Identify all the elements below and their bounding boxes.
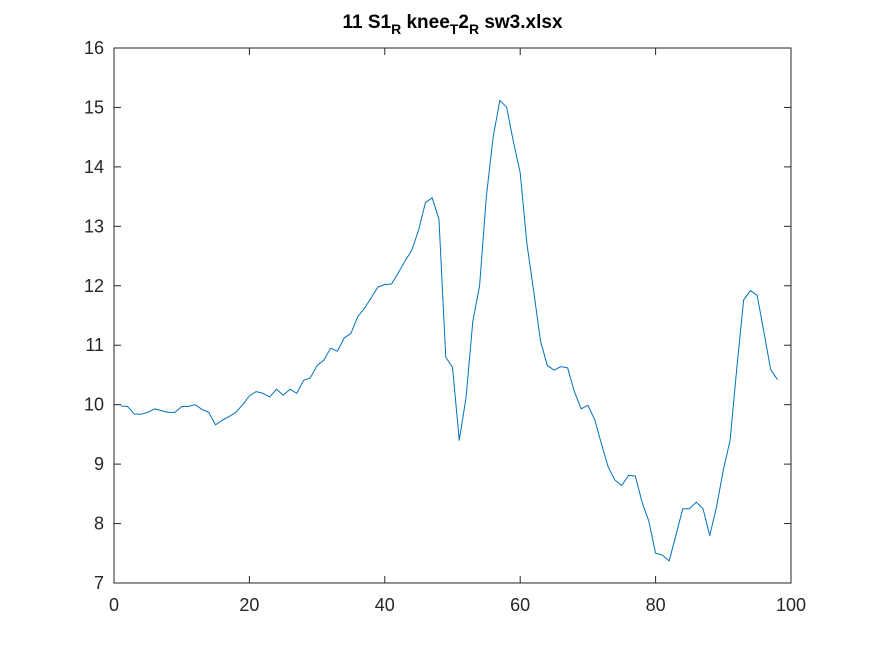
- series-layer: [120, 99, 778, 562]
- y-axis: 7 8 9 10 11 12 13 14 15 16: [84, 38, 791, 593]
- y-tick-label: 14: [84, 157, 104, 177]
- y-tick-label: 11: [85, 335, 104, 355]
- chart-title-part: knee: [401, 12, 450, 33]
- x-tick-label: 20: [239, 595, 259, 615]
- chart-title-part: sw3.xlsx: [479, 12, 563, 33]
- y-tick-label: 12: [84, 276, 104, 296]
- y-tick-label: 16: [84, 38, 104, 58]
- x-tick-label: 100: [776, 595, 806, 615]
- series-line-0: [120, 99, 778, 562]
- axes-box: [113, 47, 792, 584]
- x-tick-label: 80: [646, 595, 666, 615]
- chart-title-subscript: R: [391, 21, 401, 37]
- y-tick-label: 15: [84, 97, 104, 117]
- chart-title-part: 11 S1: [342, 12, 391, 33]
- chart-title-subscript: R: [469, 21, 479, 37]
- plot-area: [113, 47, 792, 584]
- chart-title-part: 2: [458, 12, 469, 33]
- x-axis: 0 20 40 60 80 100: [109, 48, 806, 615]
- y-tick-label: 10: [84, 395, 104, 415]
- chart-title-subscript: T: [450, 21, 459, 37]
- x-tick-label: 0: [109, 595, 119, 615]
- x-tick-label: 60: [510, 595, 530, 615]
- y-tick-label: 8: [94, 514, 104, 534]
- chart-title-layer: 11 S1R kneeT2R sw3.xlsx: [342, 12, 562, 37]
- x-tick-label: 40: [375, 595, 395, 615]
- chart-title: 11 S1R kneeT2R sw3.xlsx: [342, 12, 562, 37]
- y-tick-label: 9: [94, 454, 104, 474]
- y-tick-label: 7: [94, 573, 104, 593]
- y-tick-label: 13: [84, 216, 104, 236]
